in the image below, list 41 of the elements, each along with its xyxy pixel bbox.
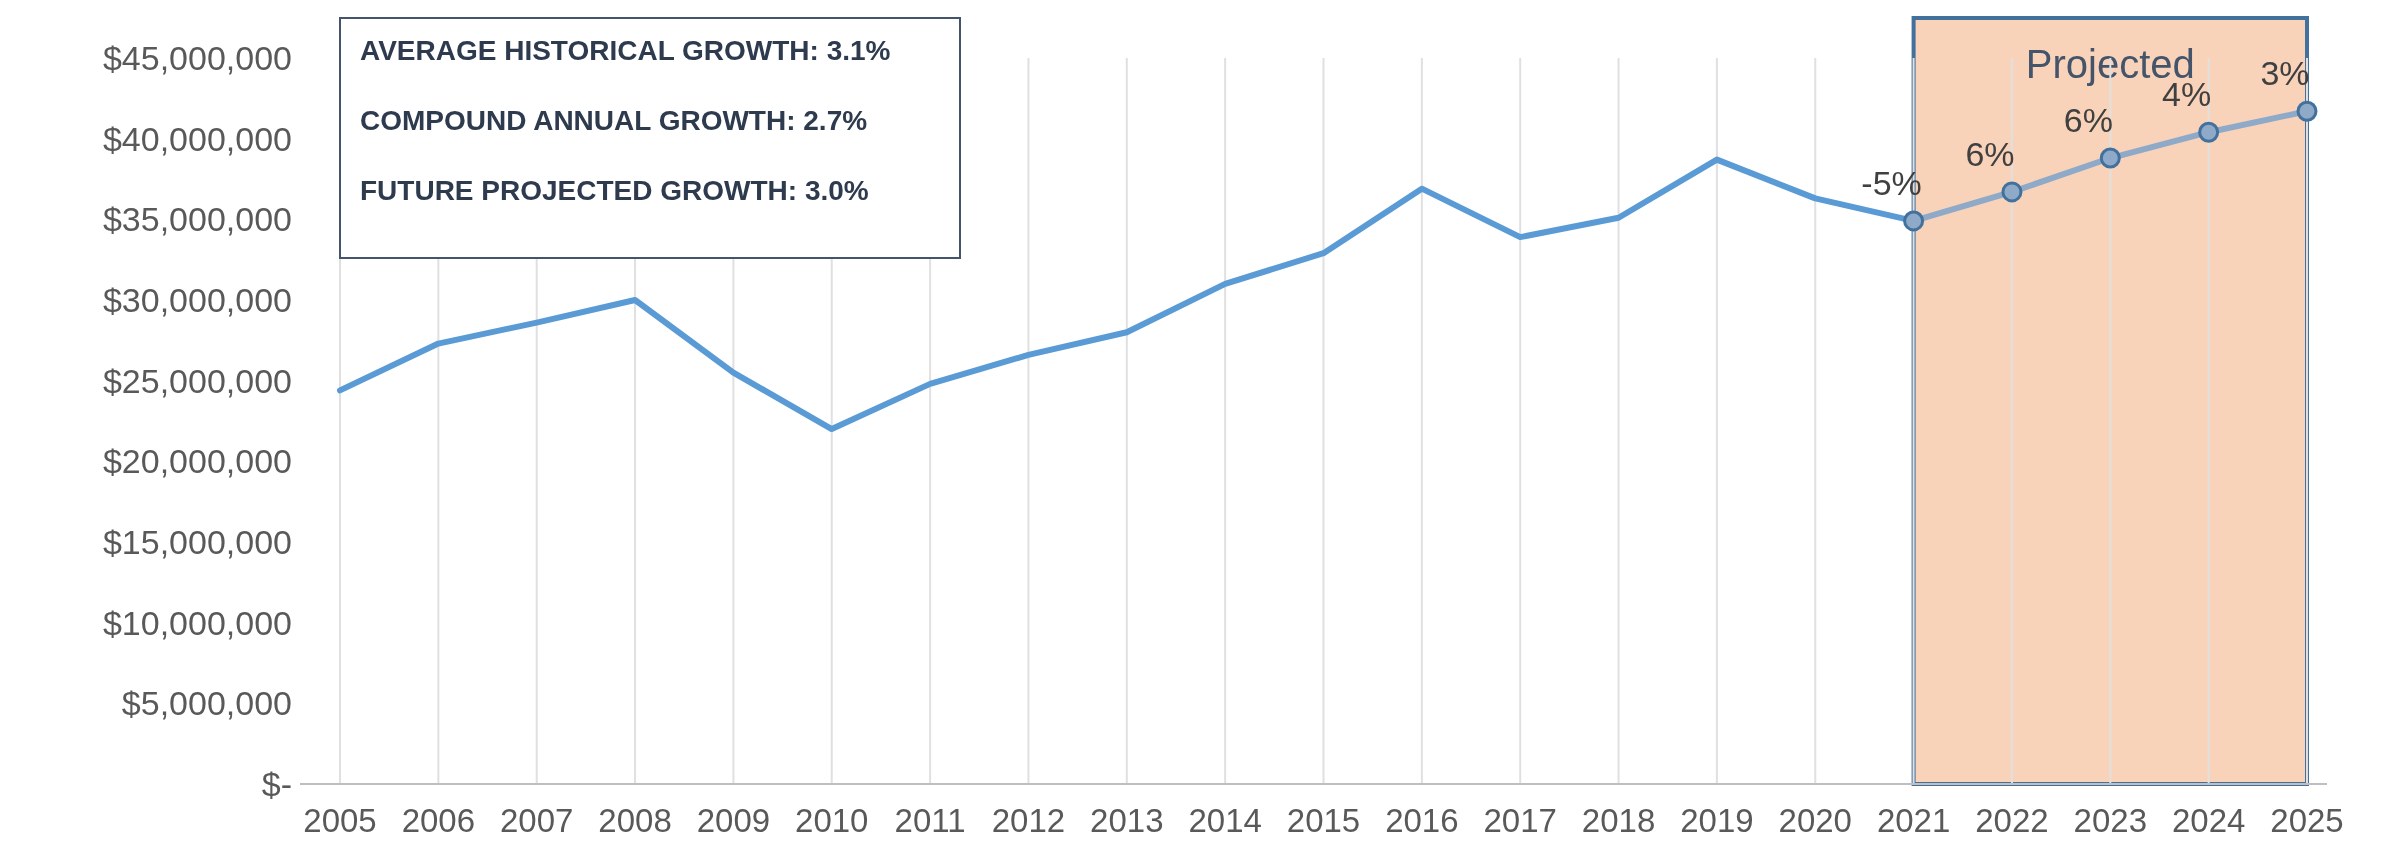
- point: [2198, 121, 2220, 143]
- y-tick-label: $-: [261, 765, 292, 803]
- point: [2099, 147, 2121, 169]
- x-tick-label: 2007: [499, 802, 574, 839]
- x-tick-label: 2010: [795, 802, 869, 839]
- y-tick-label: $45,000,000: [102, 39, 292, 77]
- annotation: 6%: [1965, 134, 2015, 173]
- x-tick-label: 2015: [1286, 802, 1361, 839]
- y-tick-label: $20,000,000: [102, 442, 292, 481]
- x-tick-label: 2008: [598, 802, 672, 839]
- x-tick-label: 2016: [1385, 802, 1459, 839]
- annotation: AVERAGE HISTORICAL GROWTH: 3.1%: [360, 35, 891, 66]
- x-tick-label: 2019: [1680, 802, 1754, 839]
- y-tick-label: $10,000,000: [102, 603, 292, 642]
- y-tick-label: $35,000,000: [102, 200, 292, 239]
- y-tick-label: $30,000,000: [102, 281, 292, 319]
- annotation: FUTURE PROJECTED GROWTH: 3.0%: [360, 175, 869, 206]
- x-tick-label: 2022: [1975, 802, 2049, 839]
- y-tick-label: $25,000,000: [102, 361, 292, 400]
- x-tick-label: 2020: [1778, 802, 1852, 839]
- x-tick-label: 2011: [894, 802, 966, 839]
- x-tick-label: 2025: [2270, 802, 2344, 839]
- x-tick-label: 2006: [401, 802, 476, 839]
- x-tick-label: 2021: [1876, 802, 1951, 839]
- x-tick-label: 2005: [303, 802, 377, 839]
- x-tick-label: 2017: [1483, 802, 1557, 839]
- x-tick-label: 2014: [1188, 802, 1262, 839]
- annotation: COMPOUND ANNUAL GROWTH: 2.7%: [360, 105, 868, 136]
- x-tick-label: 2018: [1581, 802, 1656, 839]
- x-tick-label: 2023: [2073, 802, 2148, 839]
- x-tick-label: 2012: [991, 802, 1066, 839]
- x-tick-label: 2009: [696, 802, 771, 839]
- annotation: 6%: [2063, 101, 2113, 140]
- point: [2296, 100, 2318, 122]
- y-tick-label: $15,000,000: [102, 523, 292, 561]
- x-tick-label: 2013: [1090, 802, 1164, 839]
- y-tick-label: $40,000,000: [102, 119, 292, 158]
- point: [1903, 210, 1925, 232]
- x-tick-label: 2024: [2171, 802, 2246, 839]
- y-tick-label: $5,000,000: [121, 684, 292, 723]
- point: [2001, 181, 2023, 203]
